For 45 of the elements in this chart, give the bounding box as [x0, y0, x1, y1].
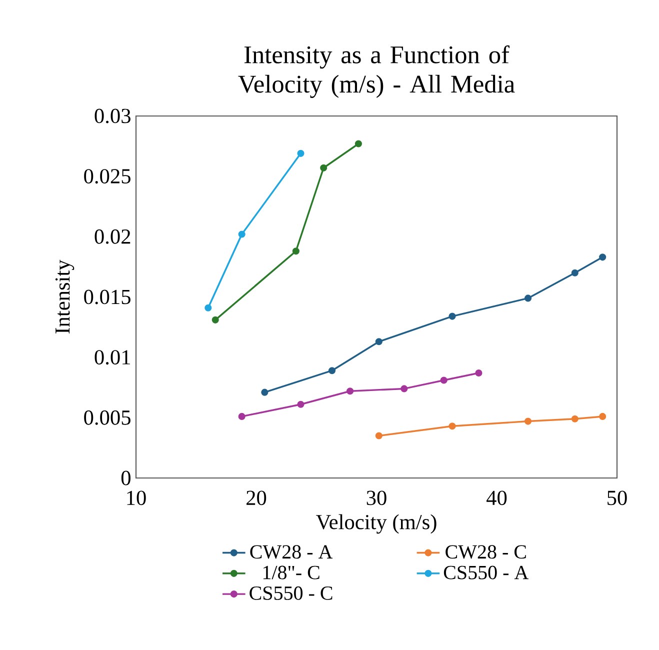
y-tick-label: 0.015 [84, 290, 130, 304]
point [297, 400, 304, 408]
y-tick-label: 0.025 [84, 169, 130, 184]
y-tick-label: 0 [121, 470, 130, 486]
legend-label: 1/8"- C [263, 566, 320, 580]
point [375, 432, 382, 440]
y-axis-title: Intensity [55, 260, 74, 334]
legend-label: CS550 - A [444, 566, 529, 580]
legend-label: CS550 - C [250, 586, 332, 600]
point [571, 269, 578, 276]
point [346, 388, 354, 395]
point [320, 164, 328, 172]
point [212, 316, 219, 324]
legend-label: CW28 - A [250, 545, 333, 559]
point [448, 422, 456, 430]
x-tick-label: 20 [246, 490, 266, 506]
point [400, 385, 408, 392]
x-tick-label: 40 [486, 490, 507, 506]
y-tick-label: 0.01 [94, 350, 130, 365]
point [297, 150, 304, 157]
point [599, 412, 606, 420]
point [354, 140, 362, 148]
x-tick-label: 10 [127, 490, 146, 506]
point [328, 367, 336, 374]
y-tick-label: 0.005 [84, 410, 130, 425]
point [599, 254, 606, 261]
point [292, 248, 300, 255]
point [571, 415, 578, 422]
point [204, 304, 212, 312]
x-tick-label: 50 [608, 490, 627, 506]
point [238, 230, 246, 238]
point [440, 376, 448, 384]
point [448, 312, 456, 320]
legend-label: CW28 - C [446, 545, 526, 559]
x-tick-label: 30 [366, 490, 386, 506]
y-tick-label: 0.02 [94, 229, 130, 244]
point [475, 369, 482, 377]
point [524, 418, 532, 425]
chart-title: Intensity as a Function of Velocity (m/s) - All Media [238, 45, 515, 98]
point [524, 294, 532, 302]
point [238, 412, 246, 420]
point [261, 388, 268, 396]
point [375, 338, 382, 346]
x-axis-title: Velocity (m/s) [316, 514, 436, 534]
y-tick-label: 0.03 [94, 108, 130, 124]
